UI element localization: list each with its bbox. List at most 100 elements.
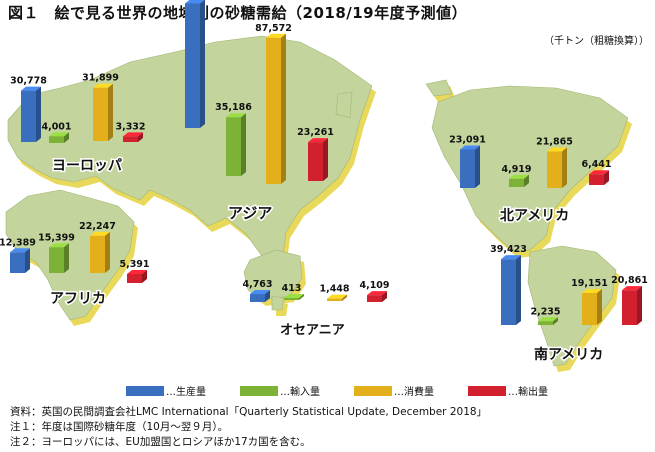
value-label-consumption: 87,572: [255, 23, 292, 34]
bar-side-production: [516, 255, 521, 325]
bar-export: [589, 174, 604, 185]
region-name-label: 南アメリカ: [534, 346, 603, 363]
bar-export: [123, 136, 138, 142]
value-label-export: 23,261: [297, 127, 334, 138]
value-label-import: 4,919: [501, 164, 531, 175]
bar-side-import: [64, 243, 69, 273]
bar-export: [308, 142, 323, 181]
bar-consumption: [266, 37, 281, 184]
bar-production: [460, 149, 475, 188]
bar-import: [49, 247, 64, 273]
bar-side-import: [241, 113, 246, 176]
bar-side-import: [64, 132, 69, 143]
bar-import: [284, 298, 299, 300]
bar-side-import: [553, 317, 558, 325]
region-5: 39,423 2,235 19,151 20,861 南アメリカ: [490, 244, 648, 364]
bar-import: [49, 136, 64, 143]
value-label-import: 35,186: [215, 102, 252, 113]
legend-label-import: …輸入量: [280, 387, 320, 398]
source-note: 資料：英国の民間調査会社LMC International「Quarterly …: [10, 406, 488, 418]
bar-top-production: [460, 145, 480, 150]
bar-top-import: [538, 317, 558, 322]
bar-side-production: [200, 0, 205, 128]
bar-export: [127, 273, 142, 283]
bar-side-production: [36, 86, 41, 142]
bar-top-production: [21, 86, 41, 91]
value-label-production: 12,389: [0, 237, 36, 248]
bar-production: [185, 3, 200, 129]
bar-top-consumption: [90, 231, 110, 236]
value-label-export: 5,391: [119, 259, 149, 270]
legend-swatch-production: [126, 385, 164, 396]
bar-side-consumption: [281, 33, 286, 184]
bar-import: [226, 117, 241, 176]
bar-side-consumption: [562, 147, 567, 188]
bar-export: [367, 295, 382, 302]
bar-top-import: [226, 113, 246, 118]
region-3: 12,389 15,399 22,247 5,391 アフリカ: [0, 221, 150, 309]
bar-production: [250, 294, 265, 302]
value-label-production: 4,763: [242, 279, 272, 290]
bar-export: [622, 290, 637, 325]
chart-title: 図１ 絵で見る世界の地域別の砂糖需給（2018/19年度予測値）: [8, 4, 468, 22]
note-1: 注１：年度は国際砂糖年度（10月～翌９月）。: [10, 421, 229, 433]
legend-swatch-import: [240, 385, 278, 396]
bar-top-consumption: [547, 147, 567, 152]
bar-side-export: [323, 138, 328, 181]
value-label-export: 4,109: [359, 280, 389, 291]
bar-top-production: [10, 248, 30, 253]
bar-side-production: [475, 145, 480, 188]
bar-top-consumption: [327, 294, 347, 299]
bar-top-export: [589, 170, 609, 175]
value-label-production: 30,778: [10, 76, 47, 87]
region-name-label: アフリカ: [50, 291, 106, 307]
value-label-import: 15,399: [38, 232, 75, 243]
bar-production: [21, 90, 36, 142]
bar-top-production: [250, 290, 270, 295]
bar-side-consumption: [105, 231, 110, 273]
bar-top-export: [123, 132, 143, 137]
bar-side-production: [265, 290, 270, 302]
bar-consumption: [93, 87, 108, 141]
bar-top-consumption: [582, 289, 602, 294]
legend-item-import: …輸入量: [240, 383, 320, 398]
legend-label-consumption: …消費量: [394, 387, 434, 398]
notes: 資料：英国の民間調査会社LMC International「Quarterly …: [10, 405, 487, 450]
bar-top-export: [367, 291, 387, 296]
region-2: 23,091 4,919 21,865 6,441 北アメリカ: [449, 134, 611, 225]
bar-side-export: [142, 269, 147, 283]
bar-top-export: [622, 286, 642, 291]
bar-side-import: [299, 294, 304, 300]
legend: …生産量 …輸入量 …消費量 …輸出量: [126, 383, 548, 398]
legend-swatch-export: [468, 385, 506, 396]
value-label-import: 2,235: [530, 306, 560, 317]
value-label-production: 39,423: [490, 244, 527, 255]
value-label-import: 413: [282, 283, 302, 294]
value-label-consumption: 19,151: [571, 278, 608, 289]
bar-production: [501, 259, 516, 325]
bar-side-export: [138, 132, 143, 142]
bar-top-production: [501, 255, 521, 260]
bar-consumption: [90, 235, 105, 273]
region-name-label: アジア: [228, 204, 272, 222]
bar-side-export: [382, 291, 387, 302]
legend-swatch-consumption: [354, 385, 392, 396]
value-label-production: 23,091: [449, 134, 486, 145]
region-4: 4,763 413 1,448 4,109 オセアニア: [242, 279, 389, 339]
legend-item-production: …生産量: [126, 383, 206, 398]
bar-top-import: [49, 243, 69, 248]
bar-import: [538, 321, 553, 325]
regions-layer: 30,7784,00131,8993,332ヨーロッパ74,58435,1868…: [0, 0, 648, 365]
bar-top-import: [509, 174, 529, 179]
bar-top-export: [308, 138, 328, 143]
value-label-import: 4,001: [41, 121, 71, 132]
bar-import: [509, 178, 524, 187]
bar-top-consumption: [93, 83, 113, 88]
bar-side-consumption: [597, 289, 602, 325]
region-name-label: ヨーロッパ: [52, 158, 122, 174]
value-label-export: 6,441: [581, 159, 611, 170]
world-map-chart: 30,7784,00131,8993,332ヨーロッパ74,58435,1868…: [0, 0, 648, 372]
value-label-consumption: 31,899: [82, 73, 119, 84]
legend-item-consumption: …消費量: [354, 383, 434, 398]
bar-top-import: [49, 132, 69, 137]
